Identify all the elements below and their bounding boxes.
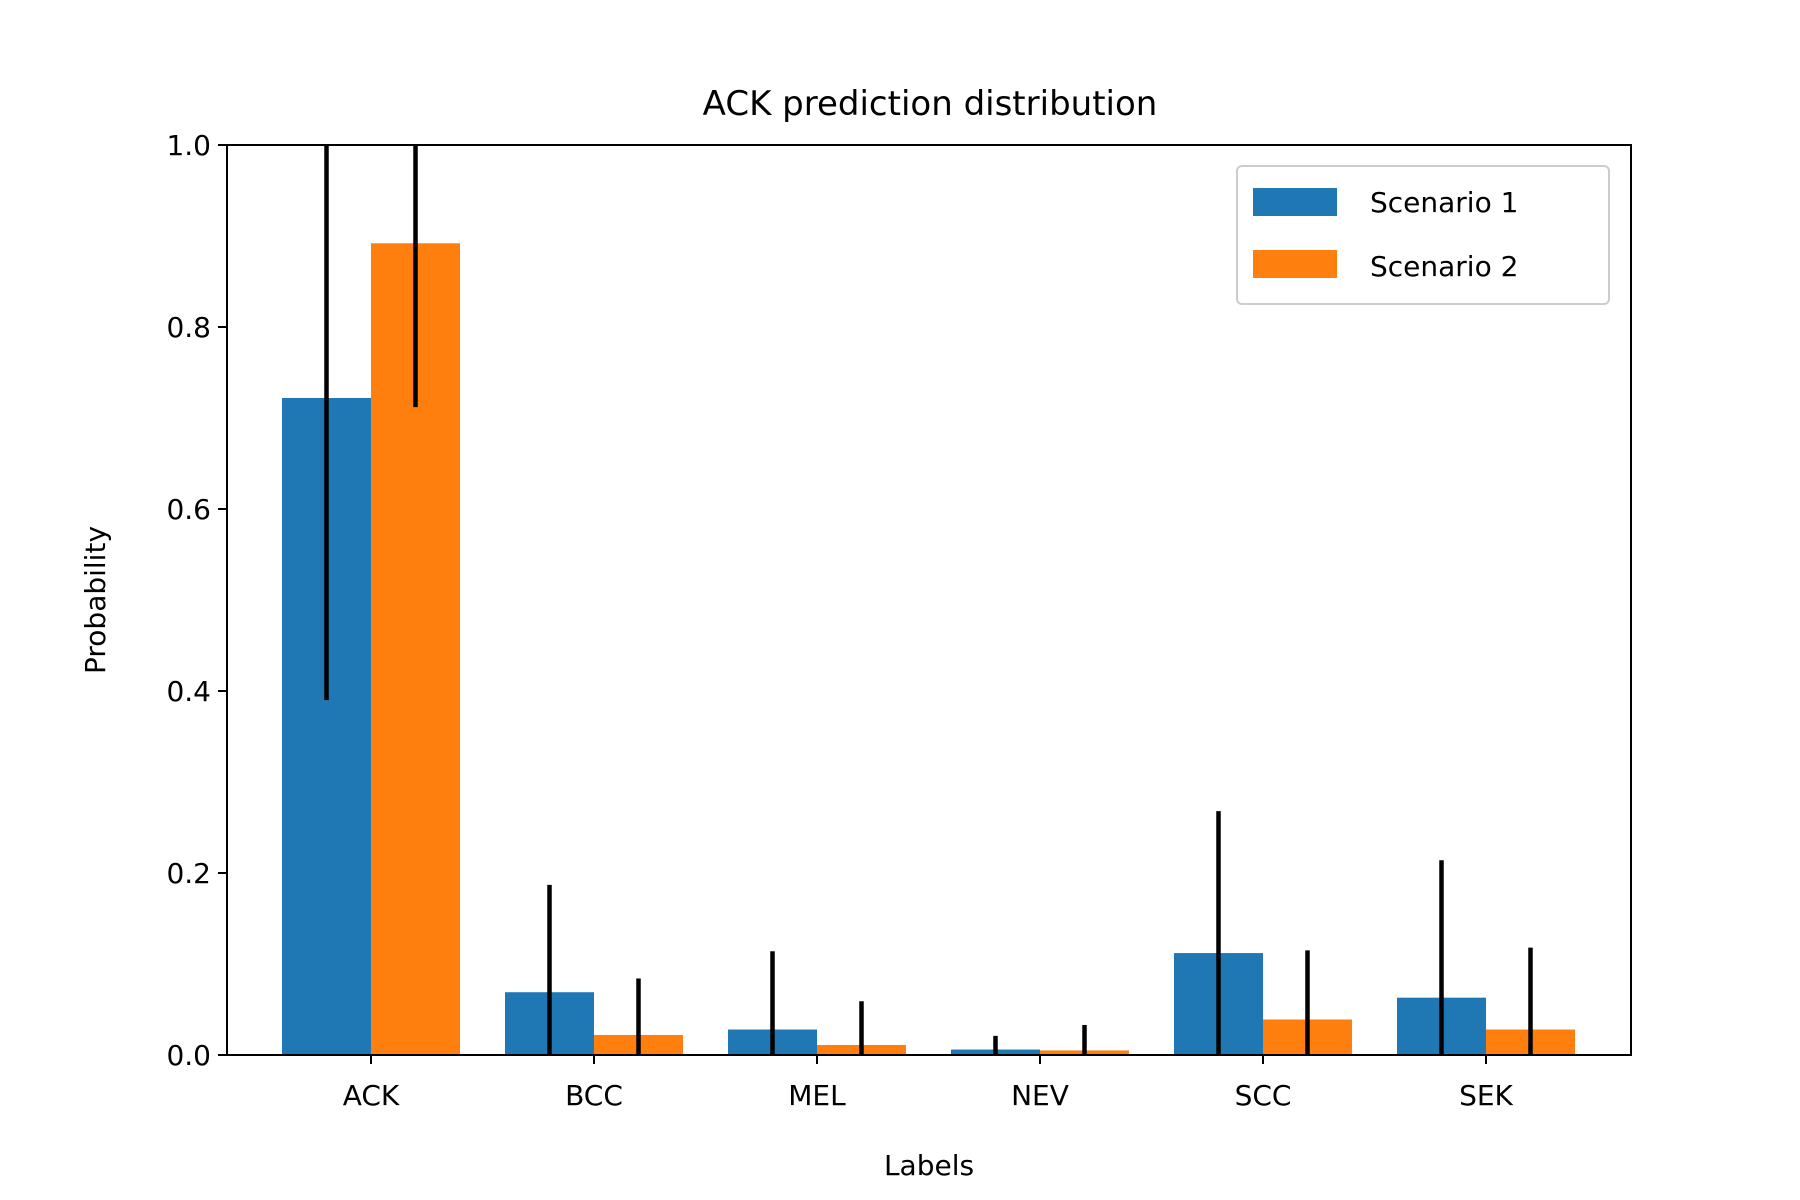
y-tick-label: 1.0 [166,129,211,162]
x-tick-label-scc: SCC [1235,1079,1292,1112]
y-tick-label: 0.0 [166,1039,211,1072]
x-tick-label-bcc: BCC [565,1079,623,1112]
x-tick-label-sek: SEK [1459,1079,1513,1112]
y-tick-label: 0.2 [166,857,211,890]
legend-label-scenario-2: Scenario 2 [1370,250,1518,283]
x-tick-label-ack: ACK [343,1079,400,1112]
bars-layer [282,243,1575,1056]
legend-swatch-scenario-1 [1253,188,1337,216]
legend-swatch-scenario-2 [1253,250,1337,278]
x-tick-label-mel: MEL [788,1079,846,1112]
x-axis-ticks: ACK BCC MEL NEV SCC SEK [343,1055,1514,1112]
y-axis-ticks: 0.0 0.2 0.4 0.6 0.8 1.0 [166,129,227,1072]
y-axis-label: Probability [79,526,112,674]
x-tick-label-nev: NEV [1011,1079,1069,1112]
legend-label-scenario-1: Scenario 1 [1370,186,1518,219]
errorbars-layer [324,145,1533,1055]
legend: Scenario 1 Scenario 2 [1236,165,1610,305]
y-tick-label: 0.8 [166,311,211,344]
y-tick-label: 0.4 [166,675,211,708]
y-tick-label: 0.6 [166,493,211,526]
plot-frame [226,144,1632,1056]
chart-title: ACK prediction distribution [703,84,1158,124]
x-axis-label: Labels [884,1149,974,1182]
